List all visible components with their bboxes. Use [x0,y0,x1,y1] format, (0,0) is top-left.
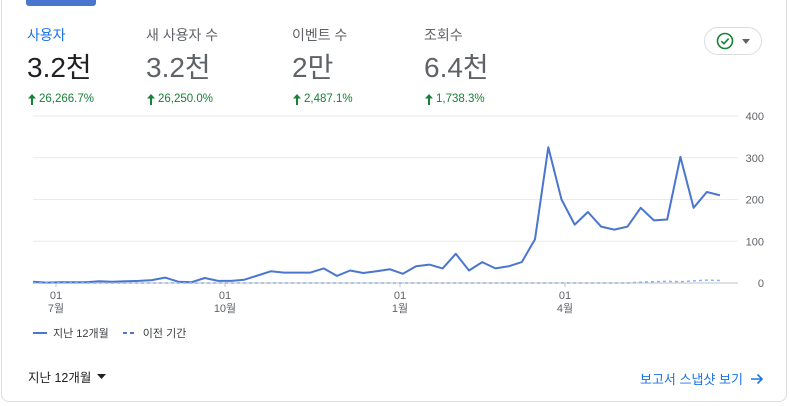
y-tick-label: 100 [746,236,764,248]
legend-swatch-solid [33,331,47,335]
metric-tab-users[interactable]: 사용자 3.2천 26,266.7% [27,27,94,105]
x-tick-month-label: 4월 [557,302,573,315]
metric-tab-views[interactable]: 조회수 6.4천 1,738.3% [424,27,489,105]
arrow-right-icon [751,373,764,385]
metric-tab-new-users[interactable]: 새 사용자 수 3.2천 26,250.0% [146,27,218,105]
metric-label: 조회수 [424,27,489,43]
x-tick-month-label: 10월 [214,302,236,315]
metric-label: 새 사용자 수 [146,27,218,43]
x-tick-day-label: 01 [50,290,62,302]
y-tick-label: 300 [746,153,764,165]
check-circle-icon [716,32,734,50]
legend-swatch-dashed [123,331,137,335]
metric-value: 6.4천 [424,51,489,85]
compare-menu-button[interactable] [704,27,762,55]
series-line-current [33,147,720,282]
caret-down-icon [742,39,750,44]
y-tick-label: 0 [758,278,764,290]
active-tab-indicator [26,0,96,6]
date-range-dropdown[interactable]: 지난 12개월 [28,367,106,386]
x-tick-day-label: 01 [219,290,231,302]
x-tick-month-label: 7월 [48,302,64,315]
metric-value: 3.2천 [146,51,218,85]
x-tick-month-label: 1월 [392,302,408,315]
date-range-label: 지난 12개월 [28,367,91,386]
view-report-snapshot-link[interactable]: 보고서 스냅샷 보기 [640,369,764,388]
metric-tab-event-count[interactable]: 이벤트 수 2만 2,487.1% [292,27,353,105]
metric-label: 사용자 [27,27,94,43]
legend-item-current: 지난 12개월 [33,325,109,341]
metric-value: 2만 [292,51,353,85]
x-tick-day-label: 01 [394,290,406,302]
legend-label: 이전 기간 [143,325,187,341]
caret-down-icon [97,374,106,379]
metric-value: 3.2천 [27,51,94,85]
chart-legend: 지난 12개월 이전 기간 [33,325,200,341]
legend-item-previous: 이전 기간 [123,325,187,341]
legend-label: 지난 12개월 [53,325,109,341]
report-link-label: 보고서 스냅샷 보기 [640,369,743,388]
x-tick-day-label: 01 [559,290,571,302]
y-tick-label: 400 [746,111,764,123]
metric-label: 이벤트 수 [292,27,353,43]
y-tick-label: 200 [746,195,764,207]
